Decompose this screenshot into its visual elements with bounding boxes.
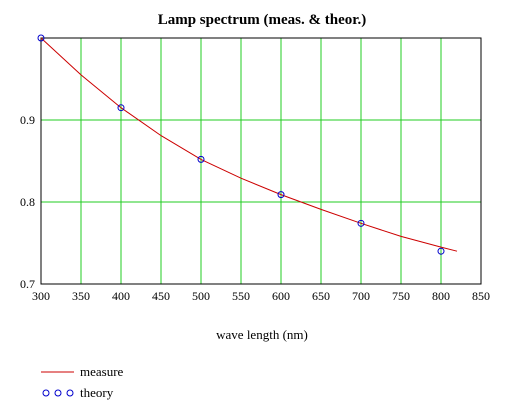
x-tick-label: 850	[472, 289, 490, 303]
x-tick-label: 550	[232, 289, 250, 303]
x-tick-labels: 300 350 400 450 500 550 600 650 700 750 800 850	[32, 289, 490, 303]
data-point-theory	[277, 191, 285, 199]
legend: measure theory	[41, 364, 124, 400]
y-tick-label: 0.9	[20, 113, 35, 127]
x-tick-label: 650	[312, 289, 330, 303]
legend-measure-label: measure	[80, 364, 124, 379]
data-point-theory	[357, 219, 365, 227]
x-tick-label: 350	[72, 289, 90, 303]
x-tick-label: 800	[432, 289, 450, 303]
data-point-theory	[117, 104, 125, 112]
y-tick-labels: 0.7 0.8 0.9	[20, 113, 35, 291]
legend-theory-marker	[54, 389, 62, 397]
legend-theory-label: theory	[80, 385, 114, 400]
data-point-theory	[37, 34, 45, 42]
chart-title: Lamp spectrum (meas. & theor.)	[158, 12, 367, 28]
grid	[41, 38, 481, 284]
x-axis-label: wave length (nm)	[216, 327, 308, 342]
series-line-measure	[40, 37, 458, 252]
x-tick-label: 450	[152, 289, 170, 303]
plot-frame	[40, 37, 482, 285]
x-tick-label: 500	[192, 289, 210, 303]
x-tick-label: 700	[352, 289, 370, 303]
x-tick-label: 400	[112, 289, 130, 303]
data-point-theory	[437, 247, 445, 255]
x-tick-label: 750	[392, 289, 410, 303]
legend-theory-marker	[42, 389, 50, 397]
x-tick-label: 600	[272, 289, 290, 303]
legend-theory-marker	[66, 389, 74, 397]
x-tick-label: 300	[32, 289, 50, 303]
y-tick-label: 0.7	[20, 277, 35, 291]
data-point-theory	[197, 155, 205, 163]
series-layer	[37, 34, 458, 255]
y-tick-label: 0.8	[20, 195, 35, 209]
